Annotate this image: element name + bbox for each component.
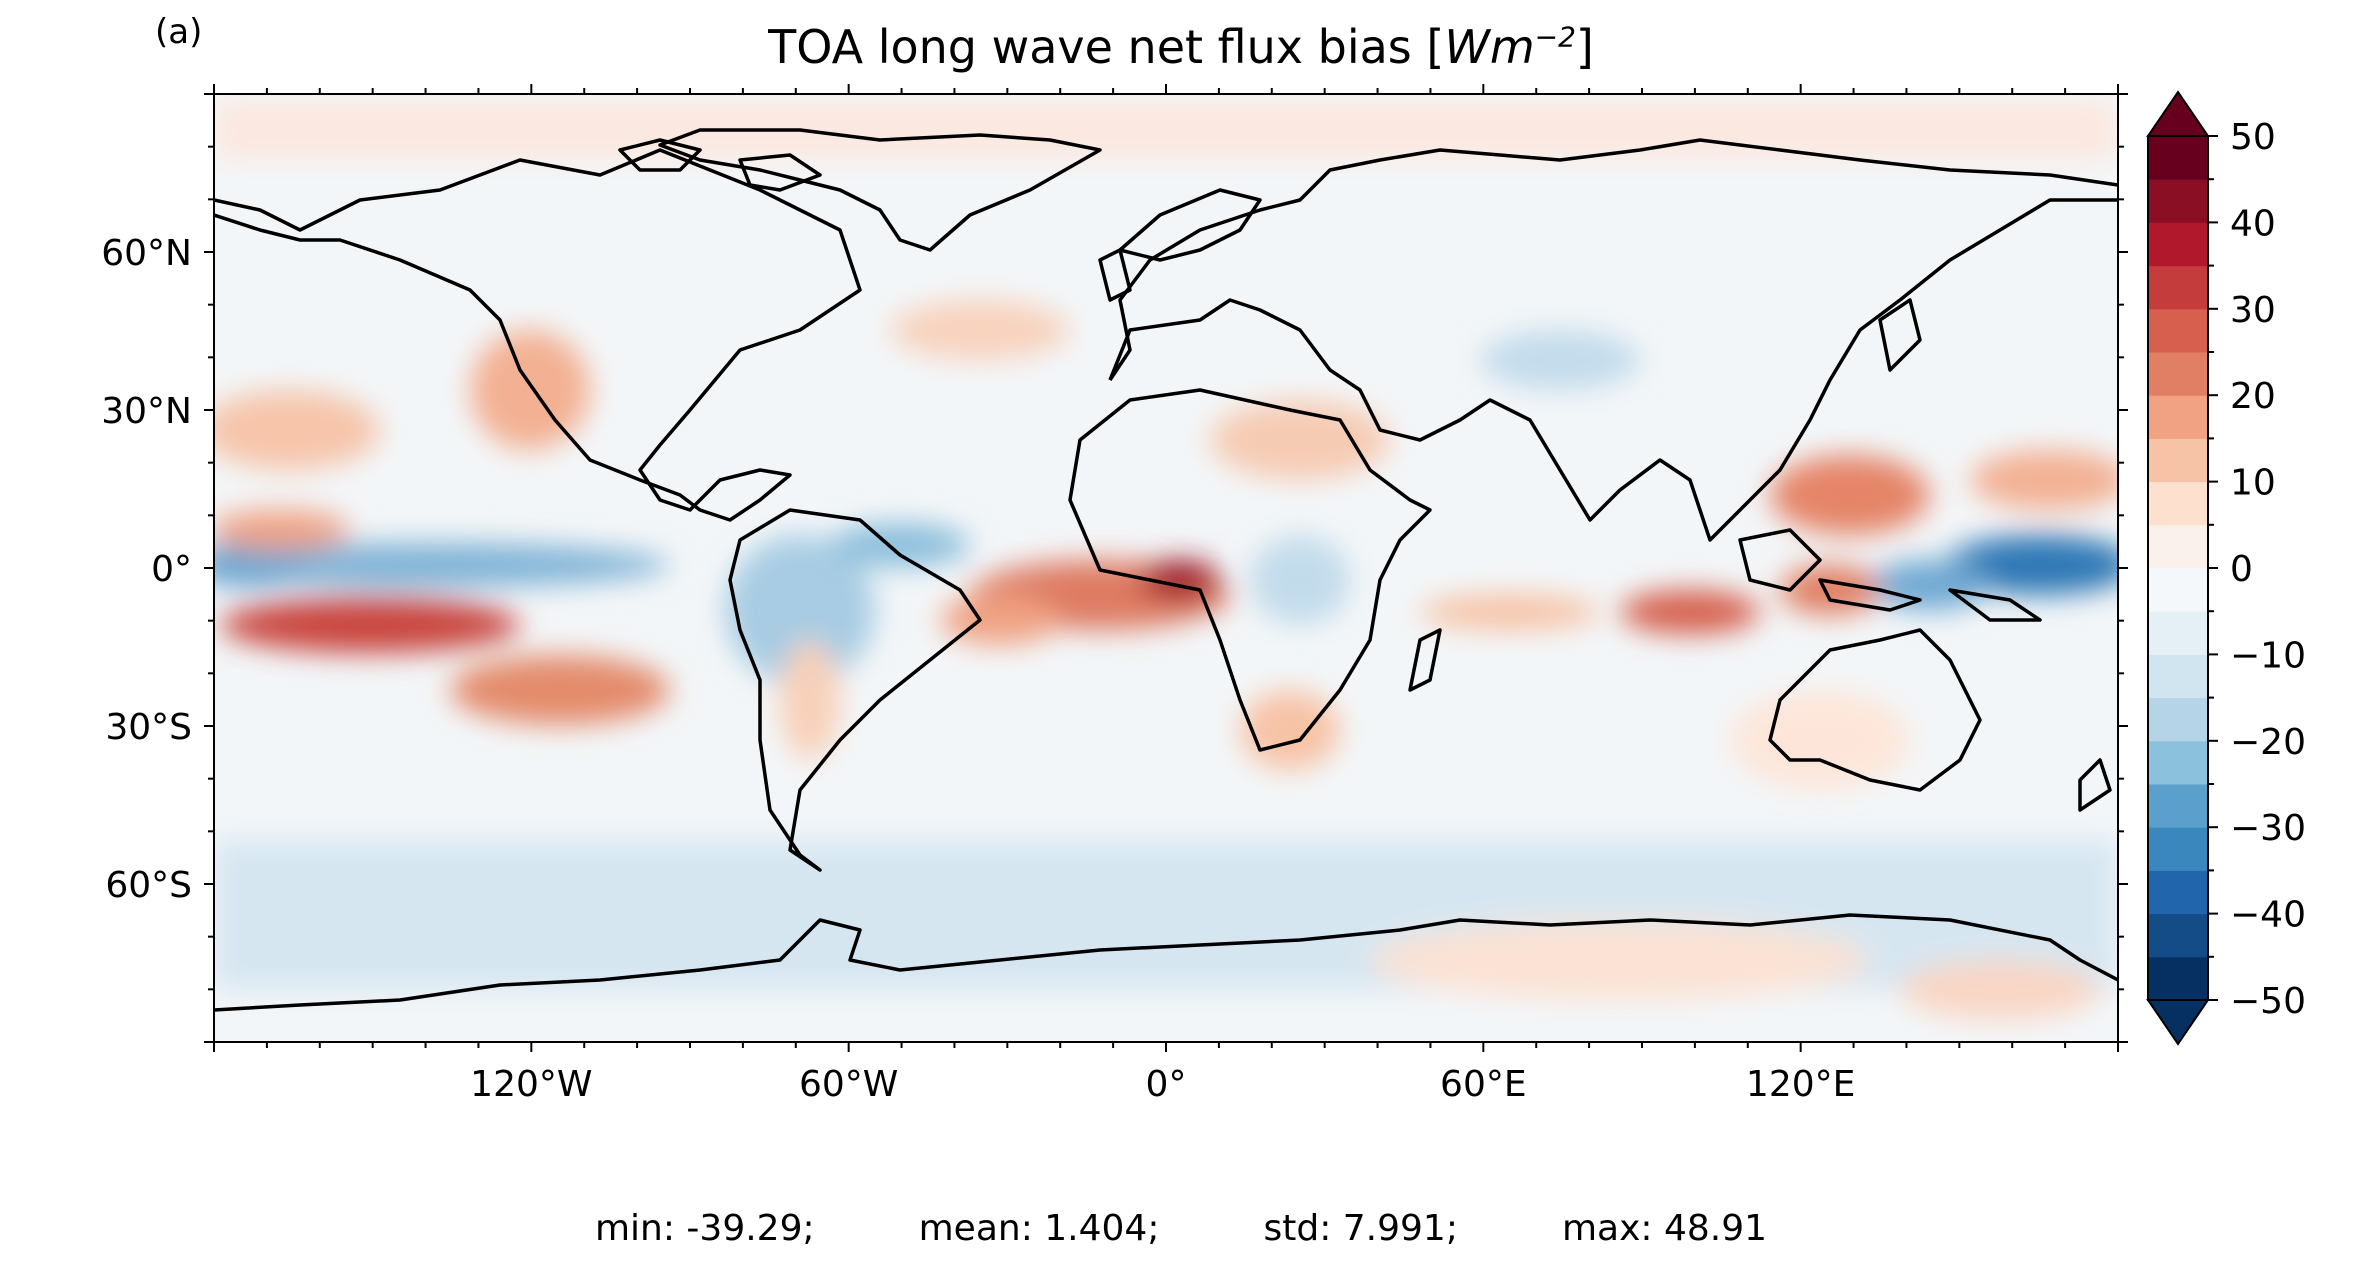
colorbar-segment [2148,870,2208,915]
stat-mean: mean: 1.404; [918,1208,1160,1249]
longitude-ticks: 120°W 60°W 0° 60°E 120°E [213,84,2119,1105]
colorbar-segment [2148,308,2208,353]
colorbar-tick-label: 50 [2230,117,2276,158]
colorbar-tick-label: 0 [2230,549,2253,590]
colorbar-segment [2148,784,2208,828]
colorbar-tick-label: −10 [2230,635,2306,676]
colorbar-segment [2148,395,2208,439]
lon-tick-label: 120°W [470,1064,592,1105]
colorbar-segment [2148,481,2208,526]
colorbar-extend-high [2146,90,2210,137]
lat-tick-label: 30°N [101,391,192,432]
colorbar-segment [2148,697,2208,742]
colorbar-tick-label: −50 [2230,981,2306,1022]
colorbar-tick-label: 30 [2230,290,2276,331]
bias-field [214,94,2118,1042]
lon-tick-label: 60°E [1440,1064,1527,1105]
colorbar-segment [2148,524,2208,569]
colorbar-segment [2148,740,2208,785]
stat-std: std: 7.991; [1263,1208,1458,1249]
lat-tick-label: 60°S [105,865,192,906]
colorbar-tick-label: −20 [2230,722,2306,763]
colorbar-segment [2148,352,2208,396]
stat-max: max: 48.91 [1561,1208,1768,1249]
colorbar-tick-label: 20 [2230,376,2276,417]
colorbar-segment [2148,611,2208,655]
lat-tick-label: 30°S [105,707,192,748]
colorbar-segment [2148,265,2208,310]
statistics-line: min: -39.29; mean: 1.404; std: 7.991; max: … [0,1208,2362,1249]
colorbar-segment [2148,913,2208,958]
colorbar-tick-label: 10 [2230,463,2276,504]
panel-label: (a) [155,12,203,52]
colorbar-tick-label: 40 [2230,203,2276,244]
colorbar-tick-label: −30 [2230,808,2306,849]
colorbar-segment [2148,222,2208,267]
lon-tick-label: 0° [1146,1064,1187,1105]
colorbar-segment [2148,179,2208,223]
map-title: TOA long wave net flux bias [Wm−2] [768,20,1594,74]
lat-tick-label: 60°N [101,233,192,274]
colorbar: 50 40 30 20 10 0 −10 −20 −30 −40 −50 [2146,90,2306,1046]
colorbar-tick-label: −40 [2230,895,2306,936]
lon-tick-label: 60°W [799,1064,898,1105]
colorbar-segment [2148,438,2208,483]
colorbar-segment [2148,136,2208,180]
lon-tick-label: 120°E [1746,1064,1855,1105]
colorbar-extend-low [2146,999,2210,1046]
colorbar-segment [2148,827,2208,871]
colorbar-segment [2148,956,2208,1001]
lat-tick-label: 0° [151,549,192,590]
latitude-ticks: 60°N 30°N 0° 30°S 60°S [101,93,2128,1043]
colorbar-segment [2148,654,2208,699]
stat-min: min: -39.29; [594,1208,815,1249]
colorbar-segment [2148,568,2208,612]
coastlines [214,128,2118,1012]
